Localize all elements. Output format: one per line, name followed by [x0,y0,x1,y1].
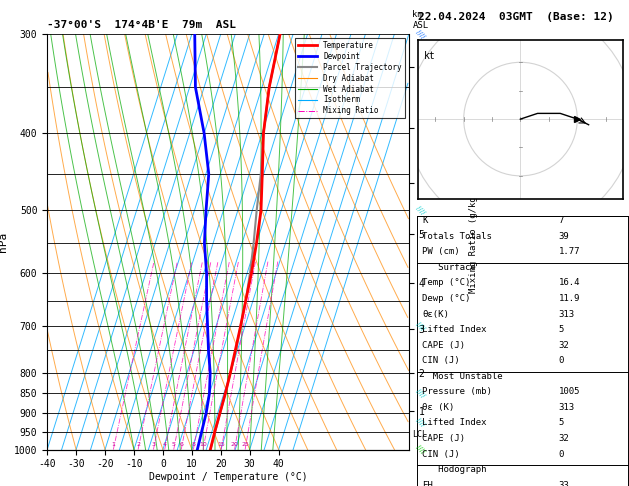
Text: Lifted Index: Lifted Index [422,325,487,334]
Text: 6: 6 [179,442,183,448]
Text: 0: 0 [559,356,564,365]
Text: Dewp (°C): Dewp (°C) [422,294,470,303]
Text: Totals Totals: Totals Totals [422,232,492,241]
Text: 313: 313 [559,403,575,412]
Text: 1005: 1005 [559,387,580,397]
X-axis label: Dewpoint / Temperature (°C): Dewpoint / Temperature (°C) [148,472,308,482]
Text: -37°00'S  174°4B'E  79m  ASL: -37°00'S 174°4B'E 79m ASL [47,20,236,31]
Text: CAPE (J): CAPE (J) [422,434,465,443]
Text: 5: 5 [172,442,175,448]
Y-axis label: hPa: hPa [0,232,8,252]
Text: ////: //// [415,417,426,428]
Text: 7: 7 [559,216,564,226]
Text: 1: 1 [111,442,115,448]
Text: 39: 39 [559,232,569,241]
Text: K: K [422,216,428,226]
Text: Pressure (mb): Pressure (mb) [422,387,492,397]
Text: θε(K): θε(K) [422,310,449,319]
Text: Surface: Surface [422,263,476,272]
Text: 10: 10 [199,442,207,448]
Text: LCL: LCL [413,430,428,439]
Text: ////: //// [415,205,426,216]
Text: 1.77: 1.77 [559,247,580,257]
Text: 2: 2 [136,442,140,448]
Text: 4: 4 [163,442,167,448]
Text: 8: 8 [191,442,196,448]
Text: 20: 20 [231,442,238,448]
Text: 313: 313 [559,310,575,319]
Text: 16.4: 16.4 [559,278,580,288]
Text: 32: 32 [559,341,569,350]
Text: Most Unstable: Most Unstable [422,372,503,381]
Text: kt: kt [424,51,436,61]
Text: PW (cm): PW (cm) [422,247,460,257]
Text: ////: //// [415,388,426,399]
Text: Lifted Index: Lifted Index [422,418,487,428]
Text: ////: //// [415,29,426,39]
Text: EH: EH [422,481,433,486]
Text: ////: //// [415,444,426,455]
Text: θε (K): θε (K) [422,403,454,412]
Text: 5: 5 [559,418,564,428]
Text: CIN (J): CIN (J) [422,356,460,365]
Text: 33: 33 [559,481,569,486]
Text: CIN (J): CIN (J) [422,450,460,459]
Text: 25: 25 [241,442,249,448]
Text: ////: //// [415,321,426,332]
Text: Hodograph: Hodograph [422,465,487,474]
Text: 22.04.2024  03GMT  (Base: 12): 22.04.2024 03GMT (Base: 12) [418,12,614,22]
Text: 0: 0 [559,450,564,459]
Y-axis label: Mixing Ratio (g/kg): Mixing Ratio (g/kg) [469,191,478,293]
Text: Temp (°C): Temp (°C) [422,278,470,288]
Text: CAPE (J): CAPE (J) [422,341,465,350]
Text: 11.9: 11.9 [559,294,580,303]
Legend: Temperature, Dewpoint, Parcel Trajectory, Dry Adiabat, Wet Adiabat, Isotherm, Mi: Temperature, Dewpoint, Parcel Trajectory… [295,38,405,119]
Text: 5: 5 [559,325,564,334]
Text: km
ASL: km ASL [413,11,428,30]
Text: 15: 15 [218,442,225,448]
Text: 32: 32 [559,434,569,443]
Text: 3: 3 [152,442,155,448]
